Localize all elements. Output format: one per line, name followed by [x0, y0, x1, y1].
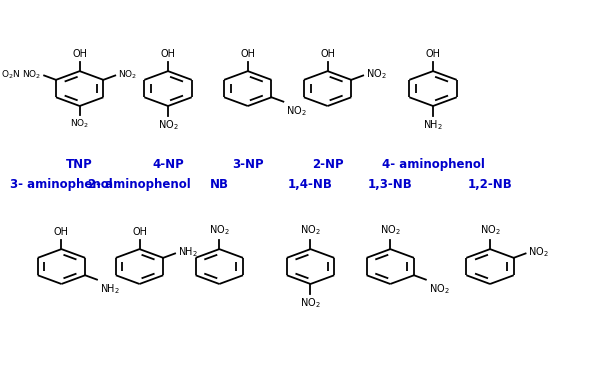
- Text: OH: OH: [72, 49, 87, 59]
- Text: NO$_2$: NO$_2$: [118, 68, 137, 81]
- Text: 1,2-NB: 1,2-NB: [467, 178, 513, 191]
- Text: OH: OH: [320, 49, 335, 59]
- Text: 3-NP: 3-NP: [232, 158, 264, 171]
- Text: NO$_2$: NO$_2$: [300, 223, 321, 236]
- Text: 4- aminophenol: 4- aminophenol: [381, 158, 485, 171]
- Text: NO$_2$: NO$_2$: [480, 223, 500, 236]
- Text: NH$_2$: NH$_2$: [100, 283, 120, 296]
- Text: NO$_2$: NO$_2$: [529, 246, 549, 259]
- Text: NB: NB: [210, 178, 229, 191]
- Text: NO$_2$: NO$_2$: [300, 296, 321, 310]
- Text: NO$_2$: NO$_2$: [209, 223, 230, 236]
- Text: OH: OH: [425, 49, 441, 59]
- Text: OH: OH: [54, 227, 69, 236]
- Text: OH: OH: [160, 49, 175, 59]
- Text: 1,3-NB: 1,3-NB: [368, 178, 413, 191]
- Text: NO$_2$: NO$_2$: [366, 67, 387, 81]
- Text: 2- aminophenol: 2- aminophenol: [88, 178, 191, 191]
- Text: 4-NP: 4-NP: [152, 158, 184, 171]
- Text: 1,4-NB: 1,4-NB: [288, 178, 333, 191]
- Text: TNP: TNP: [67, 158, 93, 171]
- Text: NH$_2$: NH$_2$: [423, 119, 443, 132]
- Text: NO$_2$: NO$_2$: [157, 119, 178, 132]
- Text: OH: OH: [132, 227, 147, 236]
- Text: NO$_2$: NO$_2$: [70, 117, 89, 130]
- Text: NO$_2$: NO$_2$: [22, 68, 42, 81]
- Text: NO$_2$: NO$_2$: [429, 283, 449, 296]
- Text: NH$_2$: NH$_2$: [178, 246, 198, 259]
- Text: 2-NP: 2-NP: [312, 158, 343, 171]
- Text: 3- aminophenol: 3- aminophenol: [10, 178, 113, 191]
- Text: OH: OH: [241, 49, 255, 59]
- Text: NO$_2$: NO$_2$: [286, 105, 307, 118]
- Text: O$_2$N: O$_2$N: [1, 68, 20, 81]
- Text: NO$_2$: NO$_2$: [380, 223, 400, 236]
